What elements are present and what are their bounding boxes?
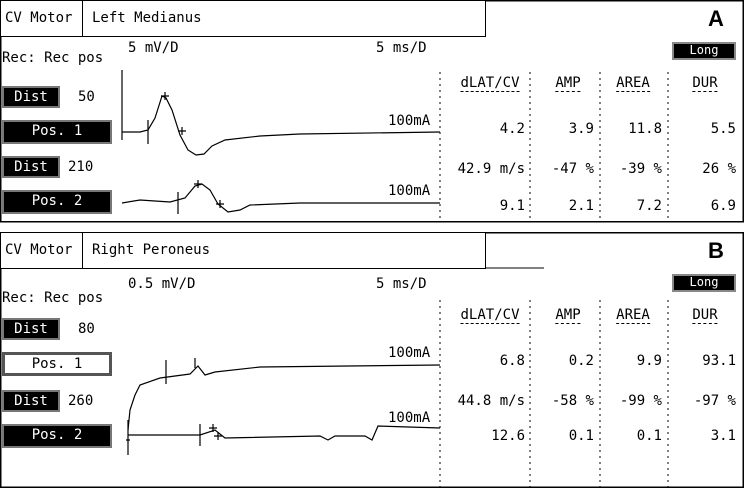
- distance: 50: [78, 89, 95, 105]
- panel-letter: A: [708, 6, 724, 31]
- waveform: [127, 364, 441, 431]
- cursor: [147, 92, 186, 144]
- cursor: [177, 180, 224, 214]
- protocol: CV Motor: [5, 242, 73, 258]
- result-value: 6.8: [499, 353, 525, 369]
- panel-frame: [0, 232, 744, 488]
- waveform: [121, 183, 440, 213]
- header-cell: [0, 0, 83, 37]
- stim-intensity: 100mA: [388, 183, 431, 199]
- cursor: [199, 424, 222, 446]
- sweep: 5 ms/D: [376, 276, 427, 292]
- column-header: AMP: [555, 75, 581, 92]
- result-value: 6.9: [710, 198, 736, 214]
- waveform: [128, 425, 441, 441]
- protocol: CV Motor: [5, 10, 73, 26]
- mode-button[interactable]: Long: [672, 274, 736, 292]
- result-value: 2.1: [568, 198, 594, 214]
- sensitivity: 0.5 mV/D: [128, 276, 196, 292]
- stim-intensity: 100mA: [388, 113, 431, 129]
- nerve-name: Right Peroneus: [92, 242, 211, 258]
- result-value: 42.9 m/s: [457, 161, 525, 177]
- dist-label: Dist: [2, 156, 60, 178]
- position-button[interactable]: Pos. 2: [2, 424, 112, 448]
- sensitivity: 5 mV/D: [128, 40, 179, 56]
- column-header: DUR: [692, 75, 718, 92]
- result-value: -47 %: [551, 161, 594, 177]
- result-value: 12.6: [491, 428, 525, 444]
- header-cell: [82, 0, 486, 37]
- stim-intensity: 100mA: [388, 345, 431, 361]
- header-cell: [0, 232, 83, 269]
- dist-label: Dist: [2, 318, 60, 340]
- column-header: dLAT/CV: [460, 307, 520, 324]
- position-button[interactable]: Pos. 2: [2, 190, 112, 214]
- result-value: 0.1: [568, 428, 594, 444]
- column-header: dLAT/CV: [460, 75, 520, 92]
- result-value: 5.5: [710, 121, 736, 137]
- result-value: 7.2: [636, 198, 662, 214]
- cursor: [165, 358, 196, 384]
- result-value: 26 %: [702, 161, 736, 177]
- result-value: 3.1: [710, 428, 736, 444]
- recording-site: Rec: Rec pos: [2, 50, 104, 66]
- result-value: -97 %: [693, 393, 736, 409]
- result-value: 9.9: [636, 353, 662, 369]
- mode-button[interactable]: Long: [672, 42, 736, 60]
- column-header: AMP: [555, 307, 581, 324]
- dist-label: Dist: [2, 86, 60, 108]
- distance: 210: [68, 159, 94, 175]
- result-value: 93.1: [702, 353, 736, 369]
- position-button[interactable]: Pos. 1: [2, 352, 112, 376]
- header-cell: [82, 232, 486, 269]
- recording-site: Rec: Rec pos: [2, 290, 104, 306]
- result-value: 44.8 m/s: [457, 393, 525, 409]
- waveform: [122, 95, 441, 156]
- column-header: DUR: [692, 307, 718, 324]
- column-header: AREA: [616, 75, 650, 92]
- dist-label: Dist: [2, 390, 60, 412]
- sweep: 5 ms/D: [376, 40, 427, 56]
- distance: 80: [78, 321, 95, 337]
- panel-letter: B: [708, 238, 724, 263]
- result-value: 11.8: [628, 121, 662, 137]
- stim-intensity: 100mA: [388, 410, 431, 426]
- result-value: 0.1: [636, 428, 662, 444]
- nerve-name: Left Medianus: [92, 10, 202, 26]
- result-value: -39 %: [619, 161, 662, 177]
- result-value: -58 %: [551, 393, 594, 409]
- result-value: -99 %: [619, 393, 662, 409]
- result-value: 9.1: [499, 198, 525, 214]
- result-value: 0.2: [568, 353, 594, 369]
- column-header: AREA: [616, 307, 650, 324]
- distance: 260: [68, 393, 94, 409]
- result-value: 4.2: [499, 121, 525, 137]
- position-button[interactable]: Pos. 1: [2, 120, 112, 144]
- result-value: 3.9: [568, 121, 594, 137]
